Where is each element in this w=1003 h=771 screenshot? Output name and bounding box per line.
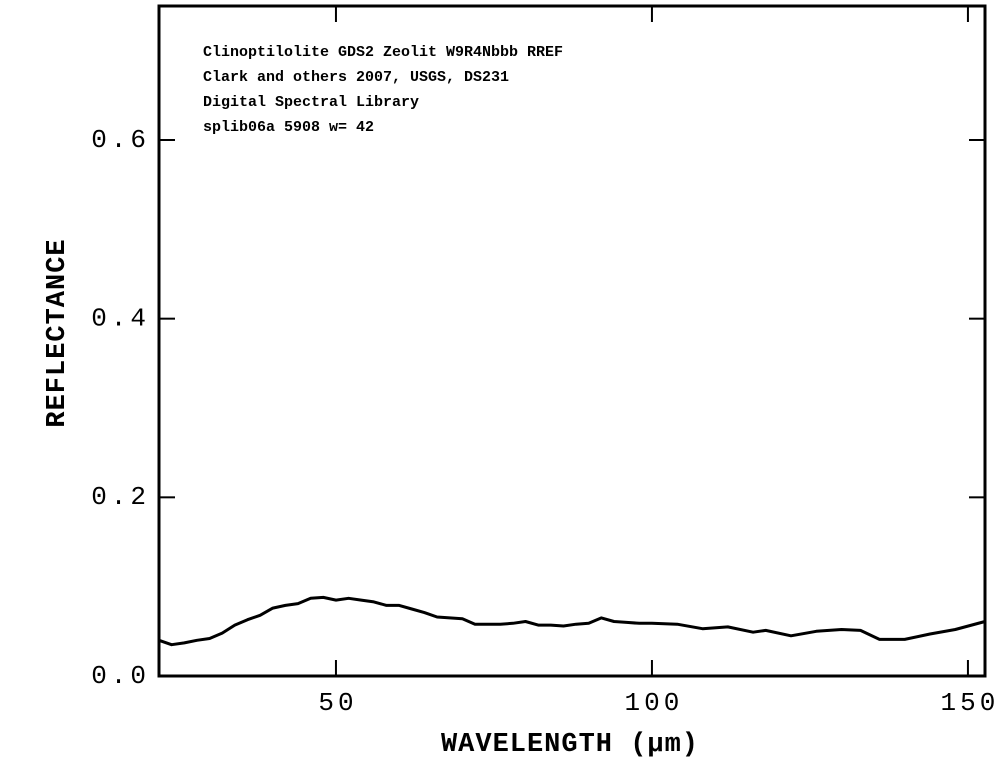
- annotation: Clinoptilolite GDS2 Zeolit W9R4Nbbb RREF: [203, 44, 563, 61]
- x-tick-label: 150: [941, 688, 1000, 718]
- y-tick-label: 0.0: [91, 661, 150, 691]
- y-tick-label: 0.4: [91, 304, 150, 334]
- data-line: [158, 595, 986, 647]
- annotation: Clark and others 2007, USGS, DS231: [203, 69, 509, 86]
- y-tick-label: 0.6: [91, 125, 150, 155]
- y-axis-label: REFLECTANCE: [43, 238, 73, 427]
- y-tick-label: 0.2: [91, 482, 150, 512]
- plot-frame: [157, 4, 987, 678]
- annotation: Digital Spectral Library: [203, 94, 419, 111]
- x-tick-label: 100: [625, 688, 684, 718]
- x-axis-label: WAVELENGTH (μm): [441, 730, 699, 760]
- x-tick-label: 50: [318, 688, 357, 718]
- annotation: splib06a 5908 w= 42: [203, 119, 374, 136]
